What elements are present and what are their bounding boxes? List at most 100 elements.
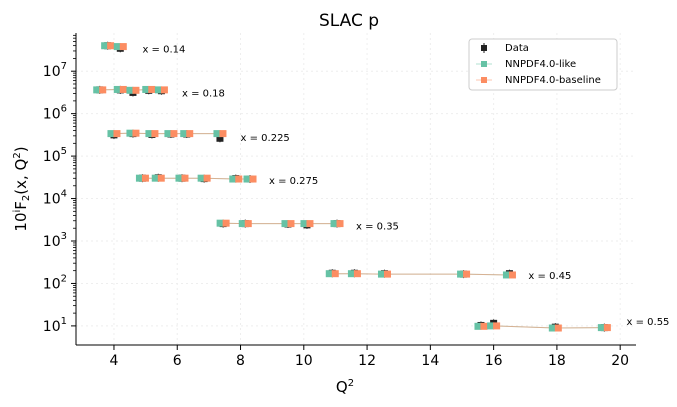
point-nnpdf-like: [135, 174, 143, 182]
x-tick-label: 12: [358, 353, 376, 369]
x-tick-label: 6: [173, 353, 182, 369]
x-tick-label: 14: [421, 353, 439, 369]
bin-label: x = 0.35: [356, 221, 399, 232]
x-tick-label: 18: [548, 353, 566, 369]
point-nnpdf-baseline: [157, 174, 165, 182]
point-nnpdf-like: [548, 324, 556, 332]
legend-marker-like: [481, 61, 487, 67]
legend-label-baseline: NNPDF4.0-baseline: [505, 75, 601, 86]
point-nnpdf-baseline: [480, 322, 488, 330]
x-tick-label: 4: [110, 353, 119, 369]
legend-entry-data: Data: [481, 43, 529, 54]
point-nnpdf-baseline: [287, 220, 295, 228]
point-data: [216, 134, 224, 142]
point-nnpdf-like: [330, 220, 338, 228]
point-nnpdf-baseline: [603, 324, 611, 332]
point-nnpdf-like: [238, 220, 246, 228]
point-nnpdf-baseline: [119, 43, 127, 51]
x-axis-title: Q2: [336, 378, 354, 396]
bin-label: x = 0.14: [142, 45, 185, 56]
legend-box: [468, 38, 618, 91]
point-nnpdf-baseline: [383, 270, 391, 278]
point-nnpdf-like: [164, 130, 172, 138]
point-nnpdf-like: [142, 85, 150, 93]
point-nnpdf-baseline: [170, 130, 178, 138]
point-nnpdf-baseline: [151, 130, 159, 138]
bin-group: [216, 219, 344, 229]
x-tick-label: 20: [611, 353, 629, 369]
point-nnpdf-like: [597, 324, 605, 332]
point-nnpdf-like: [325, 270, 333, 278]
point-nnpdf-like: [347, 270, 355, 278]
bin-group: [107, 129, 227, 143]
point-nnpdf-like: [213, 130, 221, 138]
point-nnpdf-baseline: [148, 85, 156, 93]
x-tick-label: 8: [236, 353, 245, 369]
point-nnpdf-baseline: [107, 42, 115, 50]
point-nnpdf-baseline: [132, 129, 140, 137]
point-nnpdf-like: [126, 86, 134, 94]
bin-group: [135, 173, 257, 184]
y-axis-title: 10iF2(x, Q2): [12, 146, 32, 231]
point-nnpdf-baseline: [132, 86, 140, 94]
bin-label: x = 0.55: [627, 317, 670, 328]
point-nnpdf-like: [300, 220, 308, 228]
x-tick-label: 10: [295, 353, 313, 369]
y-tick-label: 106: [43, 104, 67, 123]
point-nnpdf-like: [502, 271, 510, 279]
point-nnpdf-baseline: [219, 130, 227, 138]
point-nnpdf-like: [474, 322, 482, 330]
y-tick-label: 104: [43, 189, 67, 208]
legend-label-data: Data: [505, 43, 529, 54]
point-nnpdf-baseline: [353, 270, 361, 278]
point-nnpdf-baseline: [336, 220, 344, 228]
point-nnpdf-like: [175, 174, 183, 182]
point-nnpdf-like: [113, 85, 121, 93]
y-tick-label: 105: [43, 146, 67, 165]
bin-label: x = 0.225: [241, 133, 290, 144]
point-nnpdf-like: [197, 174, 205, 182]
point-nnpdf-like: [151, 174, 159, 182]
bin-labels: x = 0.14 x = 0.18 x = 0.225 x = 0.275 x = 0.…: [142, 45, 669, 328]
point-nnpdf-baseline: [141, 174, 149, 182]
point-nnpdf-baseline: [113, 130, 121, 138]
point-nnpdf-like: [487, 322, 495, 330]
point-nnpdf-baseline: [493, 322, 501, 330]
bin-label: x = 0.18: [182, 88, 225, 99]
point-nnpdf-like: [154, 86, 162, 94]
point-nnpdf-baseline: [244, 220, 252, 228]
legend-label-like: NNPDF4.0-like: [505, 59, 576, 70]
point-nnpdf-like: [281, 220, 289, 228]
point-nnpdf-like: [377, 270, 385, 278]
bin-group: [101, 41, 127, 53]
point-nnpdf-like: [101, 42, 109, 50]
series-markers: [93, 41, 611, 332]
point-nnpdf-baseline: [99, 86, 107, 94]
legend-entry-baseline: NNPDF4.0-baseline: [476, 75, 601, 86]
point-nnpdf-like: [180, 130, 188, 138]
x-ticks: 4 6 8 10 12 14 16 18 20: [110, 345, 629, 369]
point-nnpdf-like: [216, 219, 224, 227]
point-nnpdf-baseline: [222, 219, 230, 227]
point-nnpdf-baseline: [119, 85, 127, 93]
point-nnpdf-baseline: [463, 270, 471, 278]
bin-label: x = 0.45: [528, 271, 571, 282]
point-nnpdf-baseline: [160, 86, 168, 94]
chart-title: SLAC p: [319, 11, 379, 31]
bin-group: [325, 269, 516, 279]
point-nnpdf-like: [229, 175, 237, 183]
point-nnpdf-like: [145, 130, 153, 138]
point-nnpdf-baseline: [306, 220, 314, 228]
y-tick-label: 101: [43, 316, 67, 335]
point-nnpdf-like: [126, 129, 134, 137]
legend-entry-like: NNPDF4.0-like: [476, 59, 576, 70]
point-nnpdf-like: [243, 175, 251, 183]
point-nnpdf-baseline: [249, 175, 257, 183]
legend-marker-baseline: [481, 77, 487, 83]
legend: Data NNPDF4.0-like NNPDF4.0-baseline: [468, 38, 618, 91]
point-nnpdf-baseline: [203, 174, 211, 182]
point-nnpdf-like: [93, 86, 101, 94]
bin-label: x = 0.275: [269, 176, 318, 187]
point-nnpdf-like: [113, 43, 121, 51]
